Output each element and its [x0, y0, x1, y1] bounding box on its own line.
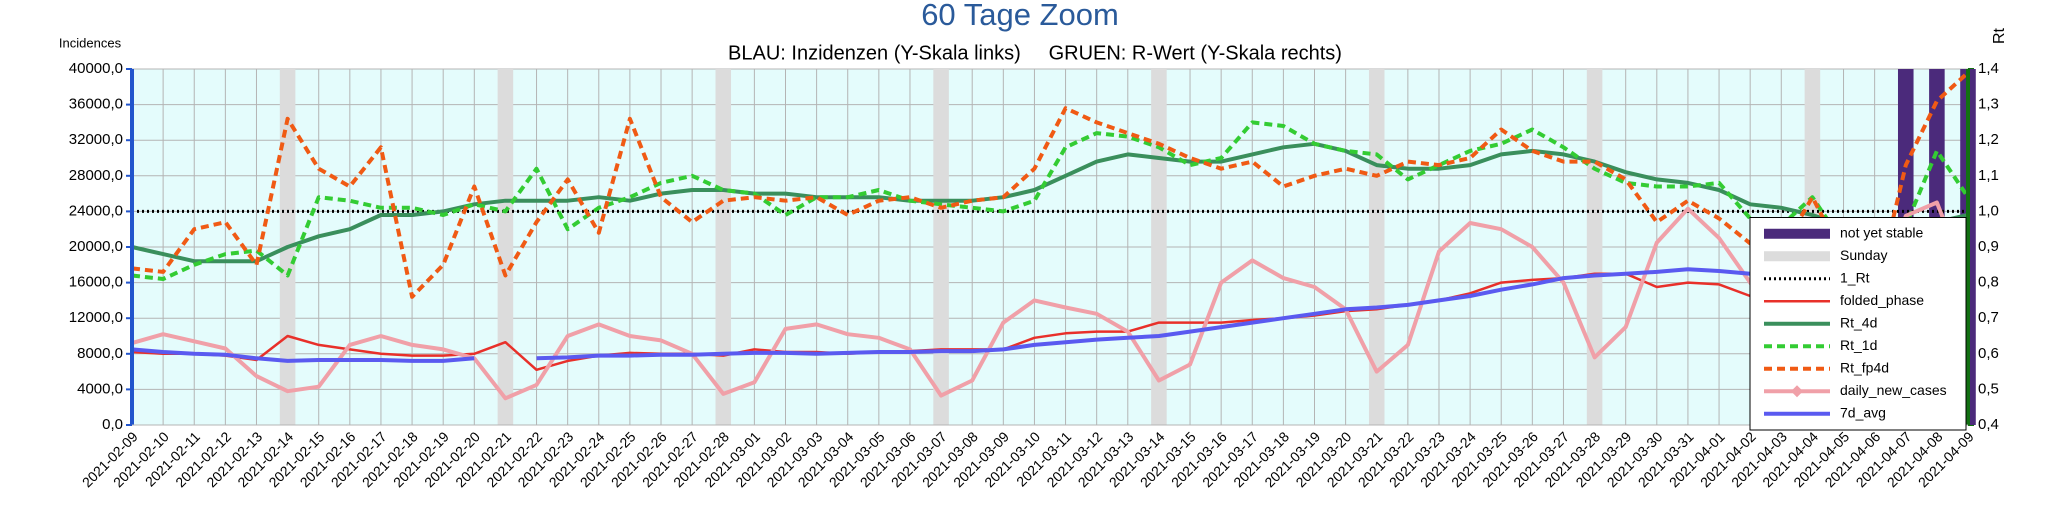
y2-tick-label: 0,9	[1978, 238, 1999, 255]
legend-label: Sunday	[1840, 247, 1887, 263]
y2-tick-label: 0,4	[1978, 416, 1999, 433]
y-tick-label: 20000,0	[69, 238, 123, 255]
y-tick-label: 0,0	[102, 416, 123, 433]
y2-tick-label: 1,4	[1978, 60, 1999, 77]
y2-tick-label: 1,0	[1978, 202, 1999, 219]
y2-axis-label: Rt	[1991, 27, 2008, 44]
legend-label: folded_phase	[1840, 292, 1924, 308]
y-tick-label: 8000,0	[77, 345, 123, 362]
y-axis-label: Incidences	[59, 35, 122, 50]
bar	[497, 69, 514, 425]
legend-label: not yet stable	[1840, 224, 1923, 240]
y-tick-label: 4000,0	[77, 380, 123, 397]
y-tick-label: 16000,0	[69, 274, 123, 291]
y-tick-label: 32000,0	[69, 131, 123, 148]
y2-tick-label: 0,6	[1978, 345, 1999, 362]
legend-label: daily_new_cases	[1840, 382, 1947, 398]
legend-marker	[1791, 385, 1803, 398]
legend: not yet stable Sunday 1_Rt folded_phase Rt_4…	[1749, 217, 1967, 431]
bar	[715, 69, 732, 425]
y2-tick-label: 1,2	[1978, 131, 1999, 148]
series-line	[131, 71, 1970, 299]
y-tick-label: 12000,0	[69, 309, 123, 326]
y2-tick-label: 1,3	[1978, 96, 1999, 113]
y-tick-label: 40000,0	[69, 60, 123, 77]
legend-label: 7d_avg	[1840, 404, 1886, 420]
bar	[933, 69, 949, 425]
y2-tick-label: 0,8	[1978, 274, 1999, 291]
series-line	[131, 141, 1969, 264]
y-tick-label: 28000,0	[69, 167, 123, 184]
y2-tick-label: 0,5	[1978, 380, 1999, 397]
legend-label: Rt_fp4d	[1840, 359, 1889, 375]
series-line	[131, 200, 1970, 401]
bar	[1586, 69, 1603, 425]
y2-tick-label: 0,7	[1978, 309, 1999, 326]
legend-swatch	[1764, 251, 1830, 262]
chart-subtitle: BLAU: Inzidenzen (Y-Skala links) GRUEN: …	[728, 42, 1342, 64]
y-tick-label: 24000,0	[69, 202, 123, 219]
series-line	[131, 267, 1969, 363]
series-line	[131, 120, 1970, 292]
y-tick-label: 36000,0	[69, 96, 123, 113]
legend-swatch	[1764, 228, 1830, 239]
legend-label: Rt_4d	[1840, 314, 1877, 330]
series-line	[131, 261, 1969, 372]
y2-tick-label: 1,1	[1978, 167, 1999, 184]
chart-title: 60 Tage Zoom	[921, 0, 1119, 32]
legend-label: 1_Rt	[1840, 269, 1870, 285]
legend-label: Rt_1d	[1840, 337, 1877, 353]
